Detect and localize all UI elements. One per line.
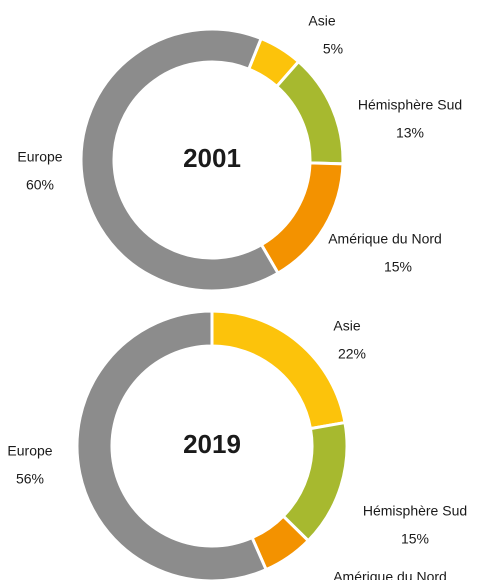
slice-value: 60% bbox=[26, 177, 54, 193]
donut-slice bbox=[79, 27, 281, 293]
slice-value: 15% bbox=[384, 259, 412, 275]
donut-slice bbox=[75, 309, 269, 580]
donut-slice bbox=[259, 161, 345, 276]
slice-value: 15% bbox=[401, 531, 429, 547]
slice-value: 13% bbox=[396, 125, 424, 141]
slice-label: Amérique du Nord bbox=[333, 569, 447, 580]
donut-slice bbox=[281, 420, 349, 543]
donut-slice bbox=[274, 59, 345, 166]
chart-title: 2019 bbox=[183, 429, 241, 459]
slice-label: Europe bbox=[7, 443, 52, 459]
slice-label: Hémisphère Sud bbox=[363, 503, 467, 519]
slice-label: Hémisphère Sud bbox=[358, 97, 462, 113]
slice-value: 22% bbox=[338, 346, 366, 362]
chart-title: 2001 bbox=[183, 143, 241, 173]
slice-value: 56% bbox=[16, 471, 44, 487]
slice-label: Europe bbox=[17, 149, 62, 165]
slice-label: Asie bbox=[333, 318, 360, 334]
slice-value: 5% bbox=[323, 41, 343, 57]
slice-label: Asie bbox=[308, 13, 335, 29]
donut-slice bbox=[210, 309, 347, 431]
slice-label: Amérique du Nord bbox=[328, 231, 442, 247]
